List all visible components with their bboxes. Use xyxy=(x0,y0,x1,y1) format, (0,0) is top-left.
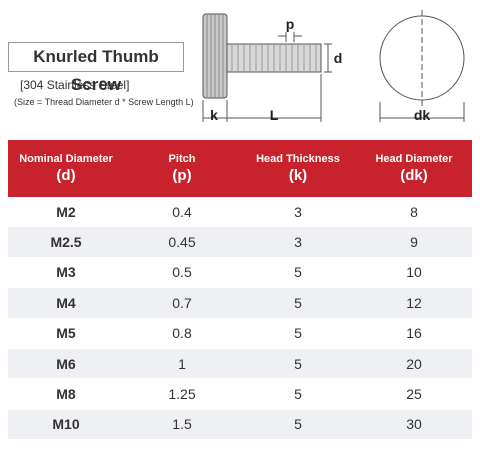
header-cell: Head Thickness (k) xyxy=(240,140,356,197)
column-name: Head Thickness xyxy=(256,153,340,165)
table-cell: M3 xyxy=(56,264,76,281)
label-d: d xyxy=(334,50,343,66)
header-cell: Nominal Diameter (d) xyxy=(8,140,124,197)
column-symbol: (k) xyxy=(288,167,308,184)
table-cell: 5 xyxy=(294,386,302,403)
header-cell: Pitch (p) xyxy=(124,140,240,197)
table-cell: 3 xyxy=(294,234,302,251)
table-cell: M2 xyxy=(56,203,76,220)
material: [304 Stainless Steel] xyxy=(20,78,130,92)
table-row: M3 0.5 5 10 xyxy=(8,258,472,289)
label-l: L xyxy=(270,107,279,123)
table-cell: 5 xyxy=(294,325,302,342)
table-cell: 1 xyxy=(178,355,186,372)
column-symbol: (p) xyxy=(172,167,192,184)
table-cell: 5 xyxy=(294,294,302,311)
table-row: M2.5 0.45 3 9 xyxy=(8,227,472,258)
column-name: Head Diameter xyxy=(375,153,453,165)
spec-table: Nominal Diameter (d) Pitch (p) Head Thicknes… xyxy=(8,140,472,441)
table-body: M2 0.4 3 8 M2.5 0.45 3 9 M3 0.5 5 10 M4 0.7 5 12 M5 0.8 5 1… xyxy=(8,197,472,441)
table-row: M4 0.7 5 12 xyxy=(8,288,472,319)
table-cell: 12 xyxy=(406,294,422,311)
title: Knurled Thumb Screw xyxy=(8,42,184,94)
label-dk: dk xyxy=(414,107,431,123)
table-row: M8 1.25 5 25 xyxy=(8,379,472,410)
table-row: M2 0.4 3 8 xyxy=(8,197,472,228)
table-cell: 5 xyxy=(294,416,302,433)
table-cell: 0.4 xyxy=(172,203,192,220)
screw-diagram: p d k L dk xyxy=(202,10,465,123)
header-cell: Head Diameter (dk) xyxy=(356,140,472,197)
table-row: M10 1.5 5 30 xyxy=(8,409,472,441)
table-cell: 0.45 xyxy=(168,234,196,251)
table-cell: M5 xyxy=(56,325,76,342)
table-cell: M8 xyxy=(56,386,76,403)
table-row: M6 1 5 20 xyxy=(8,348,472,380)
column-symbol: (dk) xyxy=(400,167,428,184)
table-cell: 0.7 xyxy=(172,294,192,311)
column-name: Nominal Diameter xyxy=(19,153,113,165)
table-cell: M10 xyxy=(52,416,80,433)
table-row: M5 0.8 5 16 xyxy=(8,319,472,349)
table-cell: 5 xyxy=(294,355,302,372)
table-cell: M4 xyxy=(56,294,76,311)
table-cell: 8 xyxy=(410,203,418,220)
table-cell: 5 xyxy=(294,264,302,281)
table-cell: 30 xyxy=(406,416,422,433)
size-note: (Size = Thread Diameter d * Screw Length… xyxy=(14,97,194,107)
column-symbol: (d) xyxy=(56,167,76,184)
table-cell: 16 xyxy=(406,325,422,342)
column-name: Pitch xyxy=(168,153,196,165)
table-cell: 25 xyxy=(406,386,422,403)
table-cell: 10 xyxy=(406,264,422,281)
table-cell: 3 xyxy=(294,203,302,220)
table-cell: 20 xyxy=(406,355,422,372)
table-cell: 1.25 xyxy=(168,386,196,403)
table-header: Nominal Diameter (d) Pitch (p) Head Thicknes… xyxy=(8,140,472,197)
table-cell: 9 xyxy=(410,234,418,251)
table-cell: M2.5 xyxy=(50,234,82,251)
table-cell: 1.5 xyxy=(172,416,192,433)
table-cell: 0.5 xyxy=(172,264,192,281)
table-cell: M6 xyxy=(56,355,76,372)
label-p: p xyxy=(286,16,295,32)
label-k: k xyxy=(210,107,218,123)
table-cell: 0.8 xyxy=(172,325,192,342)
